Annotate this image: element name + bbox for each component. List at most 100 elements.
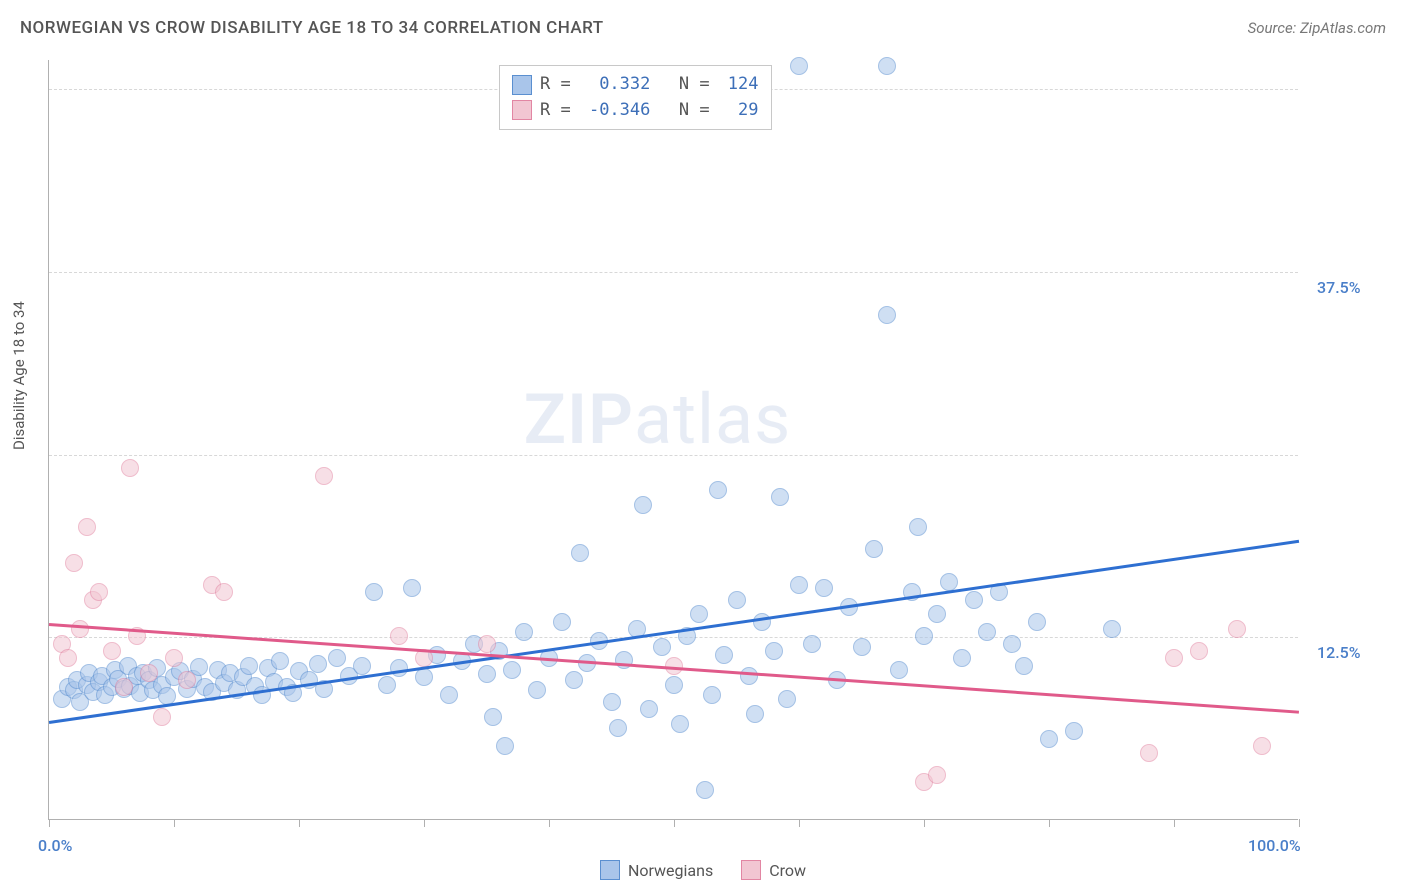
scatter-point-norwegians bbox=[553, 613, 571, 631]
scatter-point-norwegians bbox=[603, 693, 621, 711]
scatter-point-norwegians bbox=[909, 518, 927, 536]
x-tick bbox=[799, 819, 800, 827]
scatter-point-norwegians bbox=[665, 676, 683, 694]
r-label: R = bbox=[540, 72, 571, 98]
x-tick bbox=[1299, 819, 1300, 827]
scatter-point-crow bbox=[121, 459, 139, 477]
x-tick bbox=[1049, 819, 1050, 827]
scatter-point-norwegians bbox=[496, 737, 514, 755]
scatter-point-norwegians bbox=[853, 638, 871, 656]
scatter-point-crow bbox=[115, 678, 133, 696]
scatter-point-norwegians bbox=[709, 481, 727, 499]
scatter-point-norwegians bbox=[609, 719, 627, 737]
scatter-point-norwegians bbox=[878, 306, 896, 324]
scatter-point-norwegians bbox=[440, 686, 458, 704]
scatter-point-norwegians bbox=[928, 605, 946, 623]
scatter-point-norwegians bbox=[1003, 635, 1021, 653]
legend-swatch-norwegians bbox=[600, 860, 620, 880]
scatter-point-crow bbox=[90, 583, 108, 601]
scatter-point-norwegians bbox=[1065, 722, 1083, 740]
scatter-point-norwegians bbox=[715, 646, 733, 664]
x-tick bbox=[1174, 819, 1175, 827]
scatter-point-norwegians bbox=[503, 661, 521, 679]
swatch-norwegians bbox=[512, 75, 532, 95]
scatter-point-norwegians bbox=[515, 623, 533, 641]
scatter-point-norwegians bbox=[309, 655, 327, 673]
scatter-point-norwegians bbox=[634, 496, 652, 514]
scatter-point-norwegians bbox=[703, 686, 721, 704]
scatter-point-norwegians bbox=[790, 576, 808, 594]
r-value-crow: -0.346 bbox=[579, 98, 651, 124]
n-value-crow: 29 bbox=[718, 98, 759, 124]
scatter-point-crow bbox=[315, 467, 333, 485]
scatter-point-crow bbox=[1253, 737, 1271, 755]
scatter-point-crow bbox=[928, 766, 946, 784]
bottom-legend: Norwegians Crow bbox=[0, 860, 1406, 880]
scatter-point-norwegians bbox=[815, 579, 833, 597]
legend-label-norwegians: Norwegians bbox=[628, 861, 713, 880]
source-name: ZipAtlas.com bbox=[1300, 19, 1386, 37]
scatter-point-norwegians bbox=[728, 591, 746, 609]
scatter-point-crow bbox=[1165, 649, 1183, 667]
scatter-point-crow bbox=[1190, 642, 1208, 660]
x-tick-label: 100.0% bbox=[1248, 836, 1301, 855]
scatter-point-norwegians bbox=[484, 708, 502, 726]
x-tick bbox=[924, 819, 925, 827]
x-tick bbox=[49, 819, 50, 827]
scatter-point-norwegians bbox=[878, 57, 896, 75]
scatter-point-norwegians bbox=[865, 540, 883, 558]
scatter-point-crow bbox=[71, 620, 89, 638]
scatter-point-norwegians bbox=[696, 781, 714, 799]
scatter-point-crow bbox=[103, 642, 121, 660]
scatter-point-crow bbox=[165, 649, 183, 667]
scatter-point-norwegians bbox=[671, 715, 689, 733]
source-credit: Source: ZipAtlas.com bbox=[1248, 19, 1386, 37]
scatter-point-norwegians bbox=[765, 642, 783, 660]
scatter-point-norwegians bbox=[271, 652, 289, 670]
scatter-point-norwegians bbox=[1015, 657, 1033, 675]
stats-row-norwegians: R = 0.332 N = 124 bbox=[512, 72, 759, 98]
stats-row-crow: R = -0.346 N = 29 bbox=[512, 98, 759, 124]
x-tick bbox=[174, 819, 175, 827]
scatter-point-crow bbox=[140, 664, 158, 682]
scatter-point-norwegians bbox=[240, 657, 258, 675]
scatter-point-norwegians bbox=[771, 488, 789, 506]
gridline bbox=[49, 455, 1298, 456]
stats-box: R = 0.332 N = 124R = -0.346 N = 29 bbox=[499, 65, 772, 130]
scatter-point-norwegians bbox=[803, 635, 821, 653]
scatter-point-norwegians bbox=[353, 657, 371, 675]
scatter-point-norwegians bbox=[753, 613, 771, 631]
scatter-point-crow bbox=[178, 671, 196, 689]
scatter-point-norwegians bbox=[528, 681, 546, 699]
x-tick bbox=[299, 819, 300, 827]
legend-item-norwegians: Norwegians bbox=[600, 860, 713, 880]
scatter-point-norwegians bbox=[790, 57, 808, 75]
scatter-point-crow bbox=[1140, 744, 1158, 762]
scatter-point-norwegians bbox=[1028, 613, 1046, 631]
x-tick bbox=[549, 819, 550, 827]
scatter-point-norwegians bbox=[653, 638, 671, 656]
scatter-point-crow bbox=[215, 583, 233, 601]
legend-swatch-crow bbox=[741, 860, 761, 880]
scatter-point-norwegians bbox=[890, 661, 908, 679]
x-tick bbox=[674, 819, 675, 827]
scatter-point-norwegians bbox=[640, 700, 658, 718]
scatter-point-norwegians bbox=[740, 667, 758, 685]
x-tick bbox=[424, 819, 425, 827]
r-label: R = bbox=[540, 98, 571, 124]
scatter-point-norwegians bbox=[778, 690, 796, 708]
scatter-point-crow bbox=[78, 518, 96, 536]
scatter-point-norwegians bbox=[415, 668, 433, 686]
swatch-crow bbox=[512, 100, 532, 120]
scatter-point-norwegians bbox=[328, 649, 346, 667]
scatter-point-crow bbox=[1228, 620, 1246, 638]
scatter-point-crow bbox=[59, 649, 77, 667]
scatter-point-norwegians bbox=[746, 705, 764, 723]
scatter-point-norwegians bbox=[565, 671, 583, 689]
y-tick-label: 12.5% bbox=[1317, 643, 1361, 662]
scatter-point-norwegians bbox=[365, 583, 383, 601]
scatter-point-norwegians bbox=[1103, 620, 1121, 638]
n-value-norwegians: 124 bbox=[718, 72, 759, 98]
scatter-point-norwegians bbox=[690, 605, 708, 623]
legend-item-crow: Crow bbox=[741, 860, 806, 880]
